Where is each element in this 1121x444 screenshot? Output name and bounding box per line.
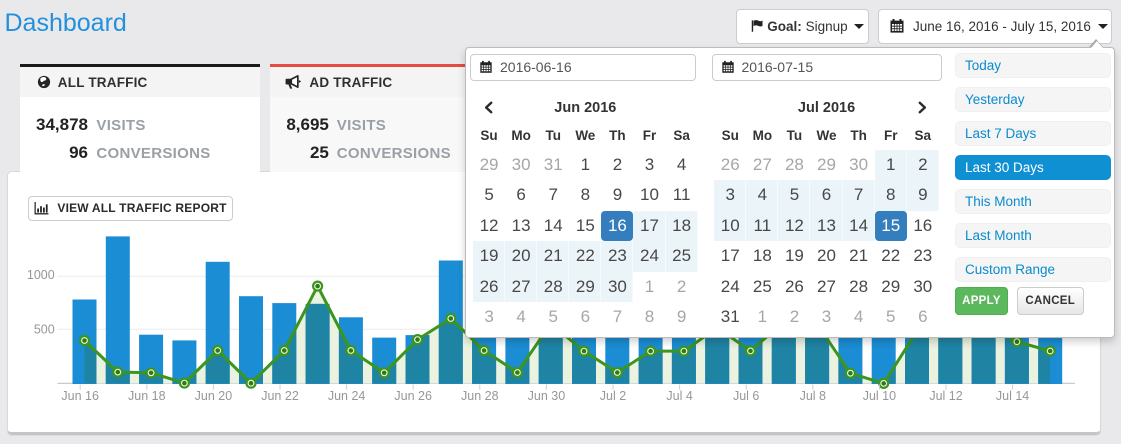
svg-text:Jul 14: Jul 14 — [996, 389, 1029, 403]
svg-text:Jun 20: Jun 20 — [195, 389, 233, 403]
svg-text:Jun 28: Jun 28 — [461, 389, 499, 403]
svg-text:Jun 24: Jun 24 — [328, 389, 366, 403]
svg-text:1000: 1000 — [27, 268, 55, 282]
svg-text:Jun 18: Jun 18 — [128, 389, 166, 403]
svg-text:Jul 2: Jul 2 — [600, 389, 626, 403]
svg-text:Jun 26: Jun 26 — [394, 389, 432, 403]
svg-text:Jul 12: Jul 12 — [929, 389, 962, 403]
svg-text:Jun 30: Jun 30 — [528, 389, 566, 403]
svg-text:Jul 4: Jul 4 — [666, 389, 692, 403]
svg-text:Jul 6: Jul 6 — [733, 389, 759, 403]
svg-text:Jul 8: Jul 8 — [800, 389, 826, 403]
svg-text:Jun 16: Jun 16 — [61, 389, 99, 403]
svg-text:Jun 22: Jun 22 — [261, 389, 299, 403]
svg-text:500: 500 — [34, 322, 55, 336]
svg-text:Jul 10: Jul 10 — [863, 389, 896, 403]
